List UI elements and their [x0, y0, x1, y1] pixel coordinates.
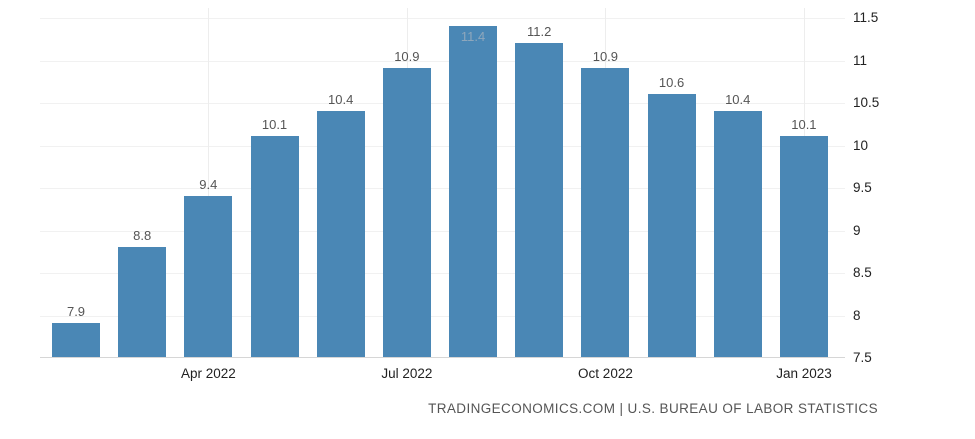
y-axis-tick-label: 11	[853, 52, 868, 68]
bar-value-label: 8.8	[133, 227, 152, 243]
bar-value-label: 10.9	[592, 49, 619, 64]
y-axis-tick-label: 7.5	[853, 350, 872, 365]
gridline-horizontal	[40, 18, 845, 19]
gridline-horizontal	[40, 315, 845, 317]
x-axis-tick-label: Apr 2022	[180, 366, 236, 381]
gridline-horizontal	[40, 188, 845, 189]
bars-container: 7.9 8.8 9.4 10.1 10.4 10.9 11.4 11.2 10.9 10.6 10.…	[52, 0, 828, 357]
gridline-horizontal	[40, 273, 845, 274]
y-axis-tick-label: 9.5	[853, 180, 872, 195]
footer-credit[interactable]: TRADINGECONOMICS.COM | U.S. BUREAU OF LA…	[428, 401, 878, 416]
bar-value-label: 11.2	[527, 23, 552, 39]
bar[interactable]: 11.4	[449, 25, 498, 357]
bar-value-label: 10.4	[725, 91, 751, 107]
gridline-horizontal	[40, 145, 845, 147]
bar[interactable]: 10.1	[779, 117, 828, 357]
y-axis-tick-label: 8	[853, 307, 861, 323]
bar[interactable]: 10.9	[581, 49, 630, 357]
x-axis-tick-label: Oct 2022	[578, 366, 633, 381]
bar[interactable]: 10.4	[316, 92, 365, 357]
y-axis-tick-label: 11.5	[853, 10, 879, 25]
bar[interactable]: 10.4	[713, 92, 762, 357]
gridline-horizontal	[40, 60, 845, 62]
bar[interactable]: 11.2	[515, 24, 564, 357]
bar[interactable]: 10.1	[250, 117, 299, 357]
bar[interactable]: 7.9	[52, 304, 100, 357]
y-axis-tick-label: 10	[853, 137, 869, 153]
bar-value-label: 10.4	[328, 91, 354, 107]
bar-value-label: 7.9	[66, 304, 86, 319]
y-axis-tick-label: 9	[853, 222, 861, 238]
bar[interactable]: 9.4	[184, 177, 233, 357]
y-axis-tick-label: 8.5	[853, 265, 872, 280]
bar-value-label: 9.4	[199, 176, 218, 192]
x-axis-tick-label: Jan 2023	[776, 366, 832, 381]
gridline-vertical	[208, 8, 210, 357]
x-axis-tick-label: Jul 2022	[381, 366, 433, 381]
bar-value-label: 10.9	[394, 49, 420, 64]
bar-value-label: 10.1	[261, 117, 288, 132]
plot-area: 7.9 8.8 9.4 10.1 10.4 10.9 11.4 11.2 10.9 10.6 10.…	[40, 0, 845, 358]
x-axis-baseline	[40, 357, 845, 358]
y-axis-tick-label: 10.5	[853, 95, 880, 110]
bar[interactable]: 8.8	[118, 228, 167, 357]
bar[interactable]: 10.9	[382, 49, 431, 357]
gridline-horizontal	[40, 230, 845, 232]
bar-value-label: 10.1	[791, 117, 817, 132]
bar-value-label: 11.4	[460, 28, 486, 44]
bar-value-label: 10.6	[658, 74, 685, 90]
gridline-horizontal	[40, 103, 845, 104]
bar[interactable]: 10.6	[647, 75, 696, 357]
